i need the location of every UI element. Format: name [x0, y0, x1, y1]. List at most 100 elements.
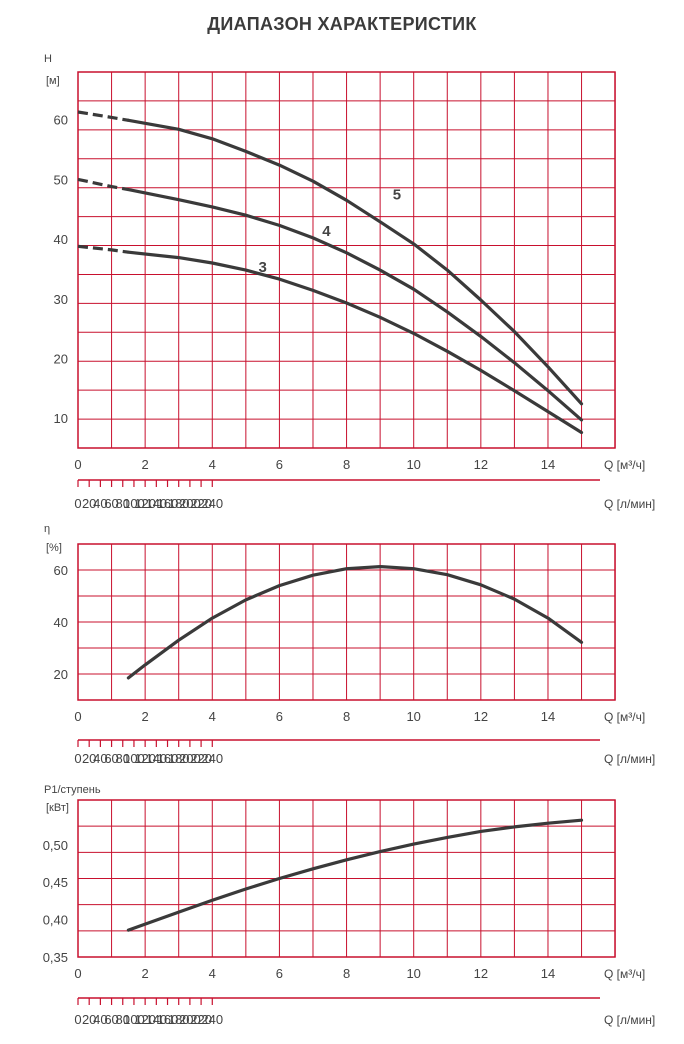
lpm-tick-label: 60 — [104, 1012, 118, 1027]
lpm-tick-label: 240 — [201, 496, 223, 511]
y-tick-label: 20 — [54, 351, 68, 366]
x-tick-label: 12 — [474, 457, 488, 472]
x-axis-label: Q [м³/ч] — [604, 710, 645, 724]
lpm-tick-label: 80 — [116, 751, 130, 766]
y-axis-unit: [м] — [46, 75, 60, 87]
y-tick-label: 30 — [54, 292, 68, 307]
x-tick-label: 6 — [276, 457, 283, 472]
lpm-tick-label: 100 — [123, 496, 145, 511]
x-tick-label: 6 — [276, 709, 283, 724]
lpm-tick-label: 100 — [123, 751, 145, 766]
lpm-tick-label: 40 — [93, 751, 107, 766]
lpm-tick-label: 80 — [116, 1012, 130, 1027]
curve-3 — [126, 250, 584, 435]
x-tick-label: 10 — [406, 709, 420, 724]
lpm-tick-label: 160 — [157, 1012, 179, 1027]
lpm-tick-label: 220 — [190, 496, 212, 511]
x-tick-label: 2 — [142, 966, 149, 981]
curve-P1 — [126, 818, 584, 932]
lpm-tick-label: 240 — [201, 1012, 223, 1027]
lpm-tick-label: 160 — [157, 751, 179, 766]
lpm-tick-label: 120 — [134, 1012, 156, 1027]
lpm-tick-label: 40 — [93, 496, 107, 511]
x-tick-label: 10 — [406, 457, 420, 472]
y-axis-unit: [кВт] — [46, 802, 69, 814]
chart-title: ДИАПАЗОН ХАРАКТЕРИСТИК — [207, 14, 477, 34]
curve-dashed-3 — [77, 244, 129, 254]
curve-label-5: 5 — [393, 186, 401, 203]
x-tick-label: 12 — [474, 966, 488, 981]
lpm-tick-label: 200 — [179, 496, 201, 511]
plot-frame — [77, 799, 616, 958]
curve-η — [126, 565, 584, 680]
lpm-tick-label: 200 — [179, 1012, 201, 1027]
lpm-tick-label: 140 — [145, 496, 167, 511]
y-tick-label: 40 — [54, 615, 68, 630]
lpm-tick-label: 60 — [104, 751, 118, 766]
lpm-tick-label: 40 — [93, 1012, 107, 1027]
lpm-tick-label: 100 — [123, 1012, 145, 1027]
curve-label-3: 3 — [258, 259, 266, 276]
curve-dashed-4 — [77, 177, 129, 192]
x-tick-label: 8 — [343, 457, 350, 472]
lpm-axis-label: Q [л/мин] — [604, 1013, 655, 1027]
curve-4 — [126, 188, 584, 422]
y-tick-label: 20 — [54, 667, 68, 682]
x-tick-label: 14 — [541, 457, 555, 472]
lpm-tick-label: 160 — [157, 496, 179, 511]
lpm-tick-label: 120 — [134, 751, 156, 766]
x-tick-label: 8 — [343, 966, 350, 981]
curve-dashed-5 — [77, 110, 129, 122]
x-tick-label: 12 — [474, 709, 488, 724]
lpm-tick-label: 120 — [134, 496, 156, 511]
lpm-tick-label: 20 — [82, 751, 96, 766]
x-tick-label: 6 — [276, 966, 283, 981]
plot-frame — [77, 543, 616, 701]
lpm-tick-label: 220 — [190, 751, 212, 766]
lpm-tick-label: 180 — [168, 496, 190, 511]
x-axis-label: Q [м³/ч] — [604, 967, 645, 981]
lpm-tick-label: 0 — [74, 496, 81, 511]
y-tick-label: 0,50 — [43, 838, 68, 853]
x-tick-label: 0 — [74, 457, 81, 472]
x-tick-label: 10 — [406, 966, 420, 981]
x-tick-label: 2 — [142, 457, 149, 472]
y-tick-label: 40 — [54, 232, 68, 247]
x-tick-label: 4 — [209, 709, 216, 724]
x-tick-label: 2 — [142, 709, 149, 724]
curve-label-4: 4 — [322, 223, 331, 240]
lpm-tick-label: 0 — [74, 751, 81, 766]
x-tick-label: 4 — [209, 457, 216, 472]
x-tick-label: 8 — [343, 709, 350, 724]
lpm-tick-label: 200 — [179, 751, 201, 766]
y-tick-label: 50 — [54, 172, 68, 187]
lpm-tick-label: 80 — [116, 496, 130, 511]
x-tick-label: 4 — [209, 966, 216, 981]
plot-frame — [77, 71, 616, 449]
lpm-tick-label: 180 — [168, 751, 190, 766]
lpm-tick-label: 140 — [145, 751, 167, 766]
lpm-tick-label: 20 — [82, 1012, 96, 1027]
lpm-tick-label: 180 — [168, 1012, 190, 1027]
x-tick-label: 0 — [74, 966, 81, 981]
curve-5 — [126, 118, 584, 406]
y-tick-label: 0,35 — [43, 950, 68, 965]
x-tick-label: 14 — [541, 966, 555, 981]
y-tick-label: 60 — [54, 563, 68, 578]
x-axis-label: Q [м³/ч] — [604, 458, 645, 472]
y-tick-label: 10 — [54, 411, 68, 426]
y-axis-label: H — [44, 53, 52, 65]
lpm-tick-label: 60 — [104, 496, 118, 511]
y-tick-label: 0,45 — [43, 875, 68, 890]
lpm-tick-label: 240 — [201, 751, 223, 766]
lpm-tick-label: 0 — [74, 1012, 81, 1027]
lpm-tick-label: 220 — [190, 1012, 212, 1027]
lpm-tick-label: 20 — [82, 496, 96, 511]
y-axis-unit: [%] — [46, 542, 62, 554]
lpm-tick-label: 140 — [145, 1012, 167, 1027]
y-axis-label: P1/ступень — [44, 784, 101, 796]
lpm-axis-label: Q [л/мин] — [604, 752, 655, 766]
x-tick-label: 0 — [74, 709, 81, 724]
y-axis-label: η — [44, 523, 50, 535]
